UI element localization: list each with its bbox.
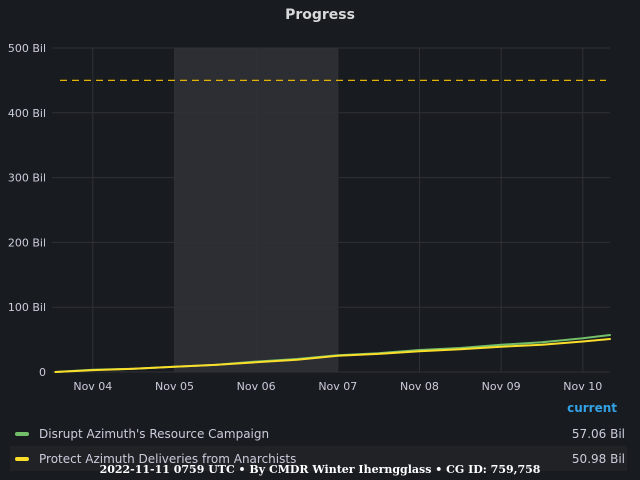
x-tick-label: Nov 08: [400, 380, 439, 393]
x-axis-ticks: Nov 04 Nov 05 Nov 06 Nov 07 Nov 08 Nov 09 Nov …: [73, 380, 602, 393]
x-tick-label: Nov 10: [563, 380, 602, 393]
legend-current-header[interactable]: current: [567, 401, 617, 415]
y-tick-label: 0: [39, 366, 46, 379]
legend-item-protect[interactable]: Protect Azimuth Deliveries from Anarchis…: [10, 446, 627, 471]
legend-item-disrupt[interactable]: Disrupt Azimuth's Resource Campaign 57.0…: [10, 421, 627, 446]
panel-title: Progress: [285, 7, 355, 23]
y-tick-label: 400 Bil: [8, 107, 46, 120]
grid-layer: [52, 47, 610, 373]
legend-swatch-green: [15, 431, 29, 436]
y-tick-label: 100 Bil: [8, 301, 46, 314]
x-tick-label: Nov 04: [73, 380, 112, 393]
series-layer: [54, 334, 611, 373]
x-tick-label: Nov 09: [482, 380, 521, 393]
legend-item-name: Disrupt Azimuth's Resource Campaign: [39, 426, 270, 441]
y-tick-label: 500 Bil: [8, 42, 46, 55]
x-tick-label: Nov 05: [155, 380, 194, 393]
x-tick-label: Nov 07: [318, 380, 357, 393]
footer-credit: 2022-11-11 0759 UTC • By CMDR Winter Ihe…: [99, 463, 541, 476]
series-line-protect: [54, 338, 611, 373]
legend-item-value: 57.06 Bil: [571, 426, 625, 441]
legend-item-value: 50.98 Bil: [571, 451, 625, 466]
legend-item-name: Protect Azimuth Deliveries from Anarchis…: [39, 451, 297, 466]
y-tick-label: 200 Bil: [8, 236, 46, 249]
y-axis-ticks: 0 100 Bil 200 Bil 300 Bil 400 Bil 500 Bil: [8, 42, 46, 379]
y-tick-label: 300 Bil: [8, 172, 46, 185]
legend-swatch-yellow: [15, 456, 29, 461]
x-tick-label: Nov 06: [237, 380, 276, 393]
